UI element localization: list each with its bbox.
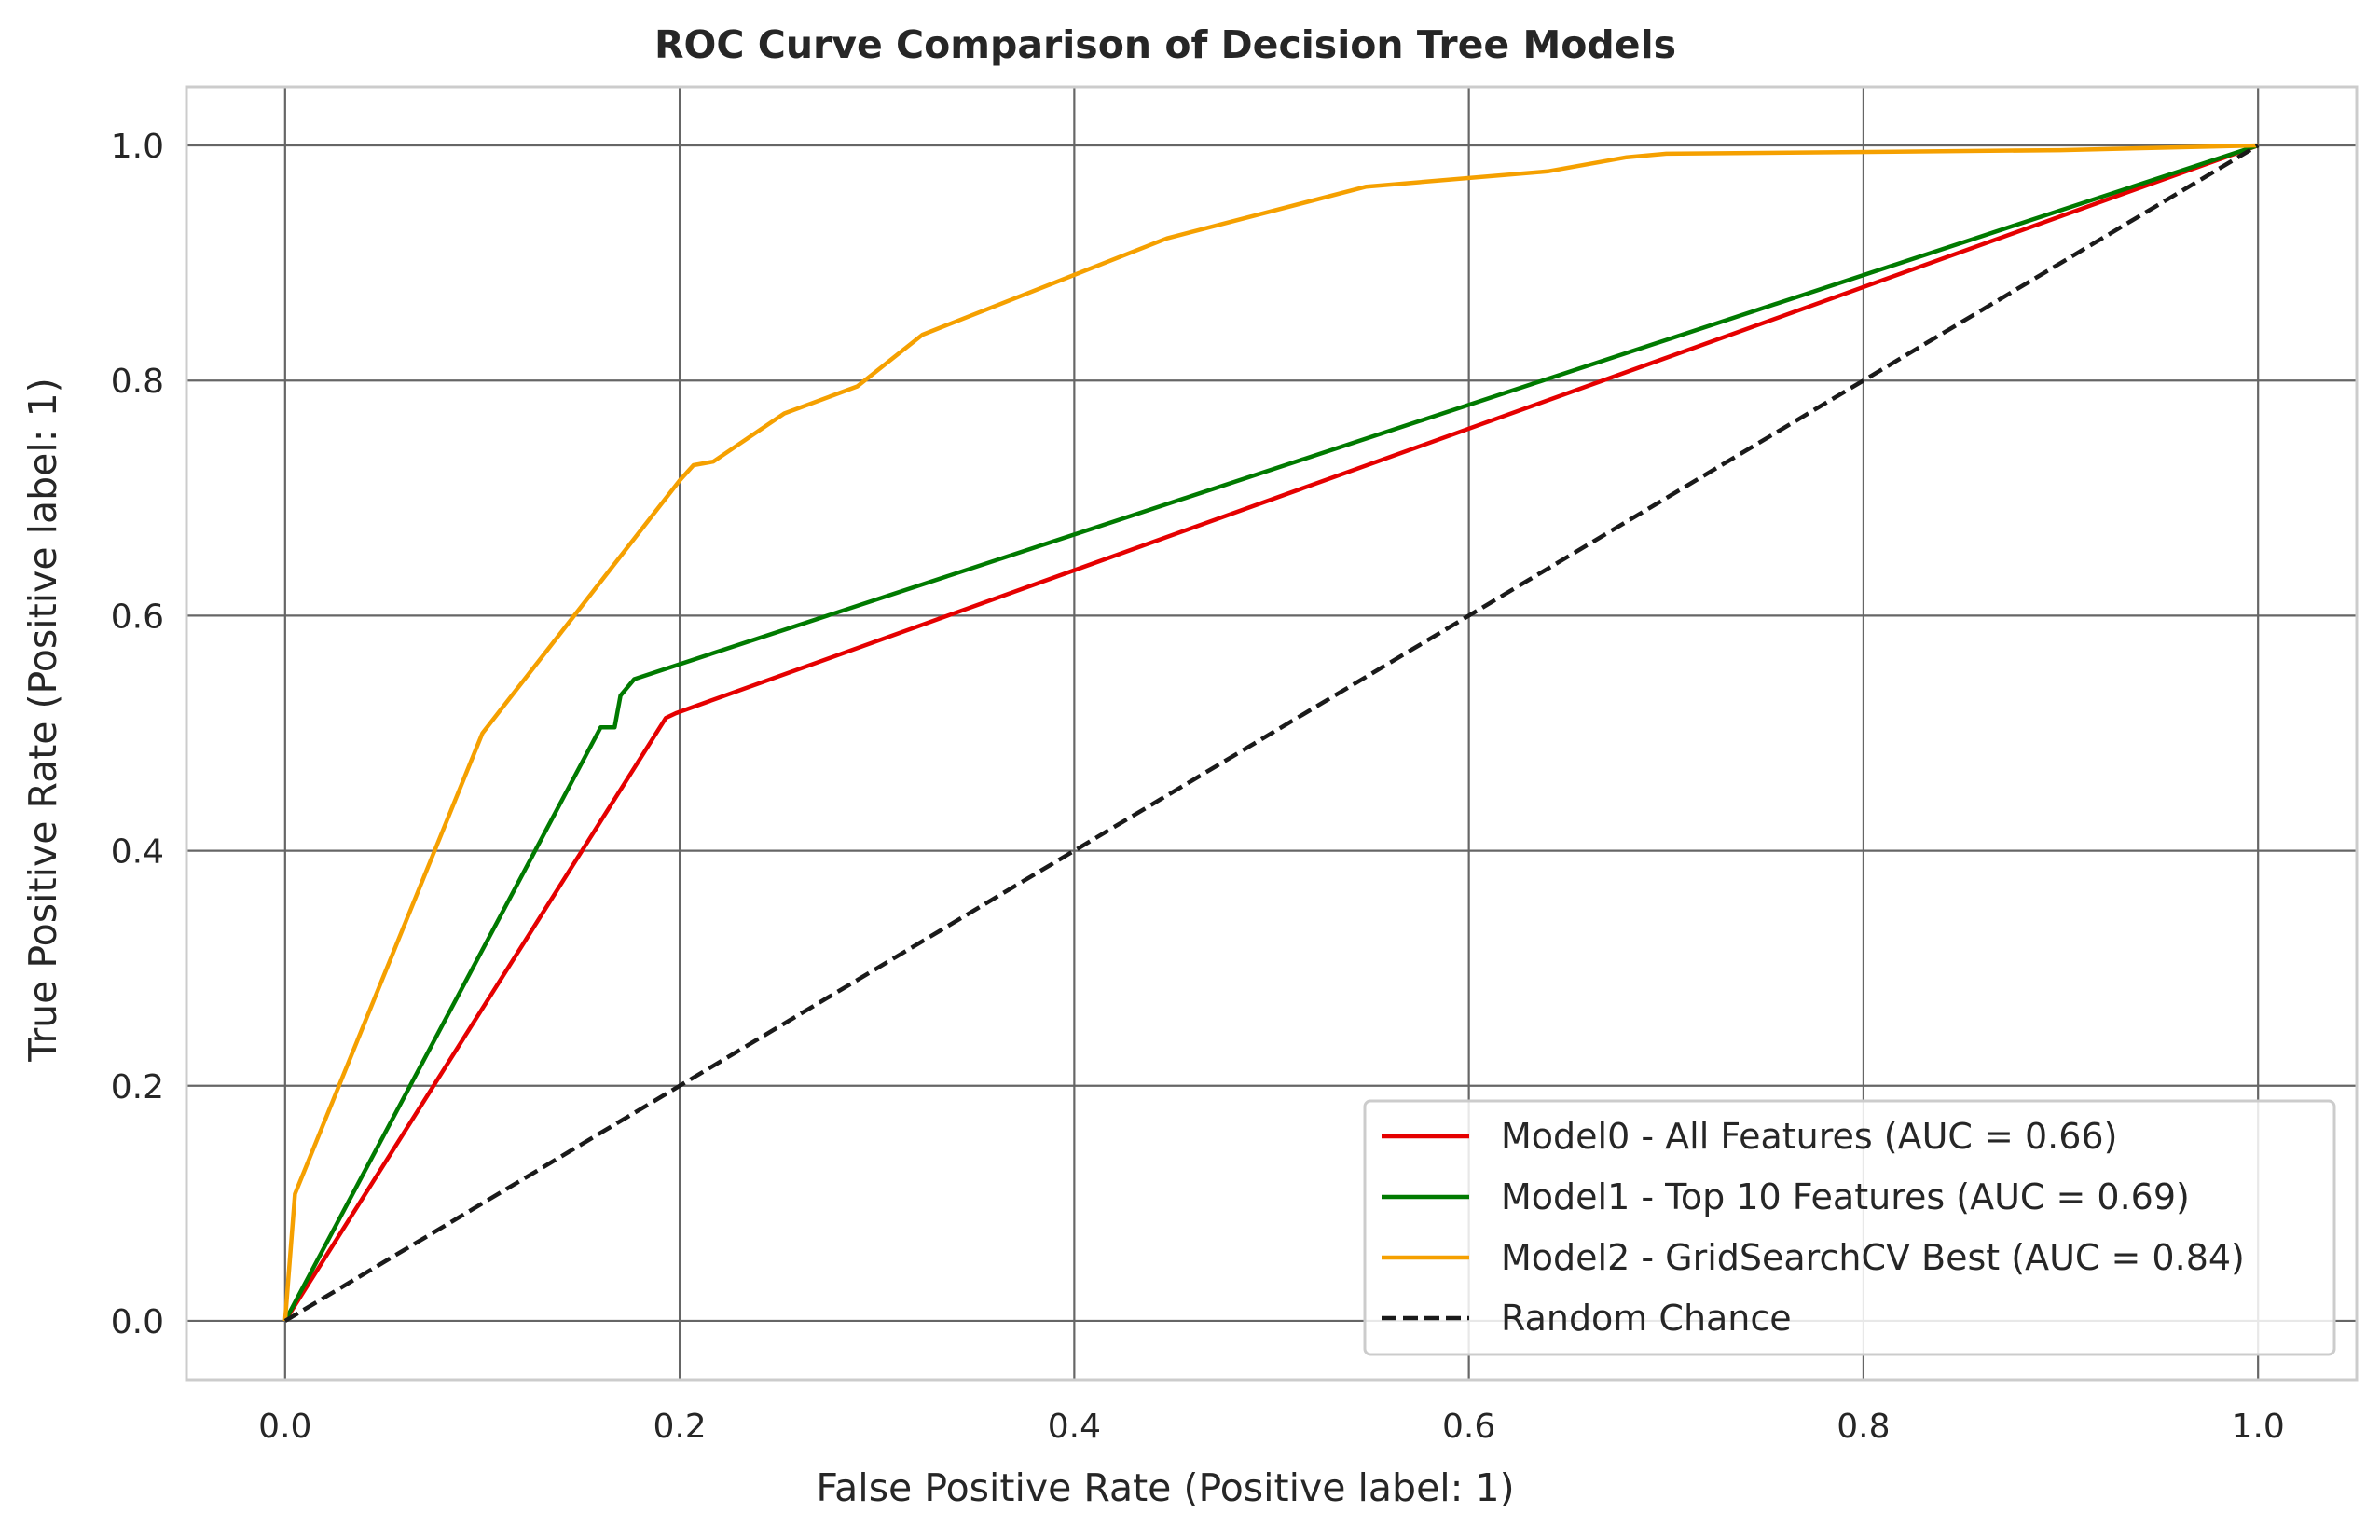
x-tick-label: 0.8 xyxy=(1837,1408,1890,1446)
series-line-2 xyxy=(282,143,2259,1322)
x-axis-label: False Positive Rate (Positive label: 1) xyxy=(816,1465,1514,1510)
legend-label-0: Model0 - All Features (AUC = 0.66) xyxy=(1501,1116,2117,1157)
y-tick-label: 0.4 xyxy=(111,833,164,872)
y-tick-label: 0.8 xyxy=(111,363,164,401)
series-line-1 xyxy=(282,143,2259,1323)
chart-title: ROC Curve Comparison of Decision Tree Mo… xyxy=(654,22,1676,67)
y-tick-label: 0.0 xyxy=(111,1303,164,1341)
legend-box xyxy=(1363,1099,2336,1356)
legend-label-3: Random Chance xyxy=(1501,1298,1792,1339)
y-tick-label: 1.0 xyxy=(111,128,164,166)
series-group xyxy=(282,143,2260,1323)
y-tick-label: 0.2 xyxy=(111,1068,164,1107)
x-tick-label: 0.2 xyxy=(653,1408,706,1446)
plot-frame xyxy=(185,85,2359,1382)
x-tick-label: 0.0 xyxy=(258,1408,311,1446)
series-line-0 xyxy=(282,143,2259,1323)
y-tick-label: 0.6 xyxy=(111,598,164,636)
series-line-3 xyxy=(283,144,2260,1323)
y-axis-label: True Positive Rate (Positive label: 1) xyxy=(21,378,65,1062)
x-tick-label: 0.6 xyxy=(1442,1408,1495,1446)
x-tick-label: 1.0 xyxy=(2232,1408,2285,1446)
x-tick-label: 0.4 xyxy=(1048,1408,1101,1446)
legend-label-1: Model1 - Top 10 Features (AUC = 0.69) xyxy=(1501,1176,2190,1217)
legend-items: Model0 - All Features (AUC = 0.66) Model1… xyxy=(1382,1116,2245,1339)
legend: Model0 - All Features (AUC = 0.66) Model1… xyxy=(1363,1099,2336,1356)
tick-labels: 0.0 0.2 0.4 0.6 0.8 1.0 0.0 0.2 0.4 0.6 0.8 1.0 xyxy=(111,128,2285,1446)
legend-label-2: Model2 - GridSearchCV Best (AUC = 0.84) xyxy=(1501,1237,2245,1278)
